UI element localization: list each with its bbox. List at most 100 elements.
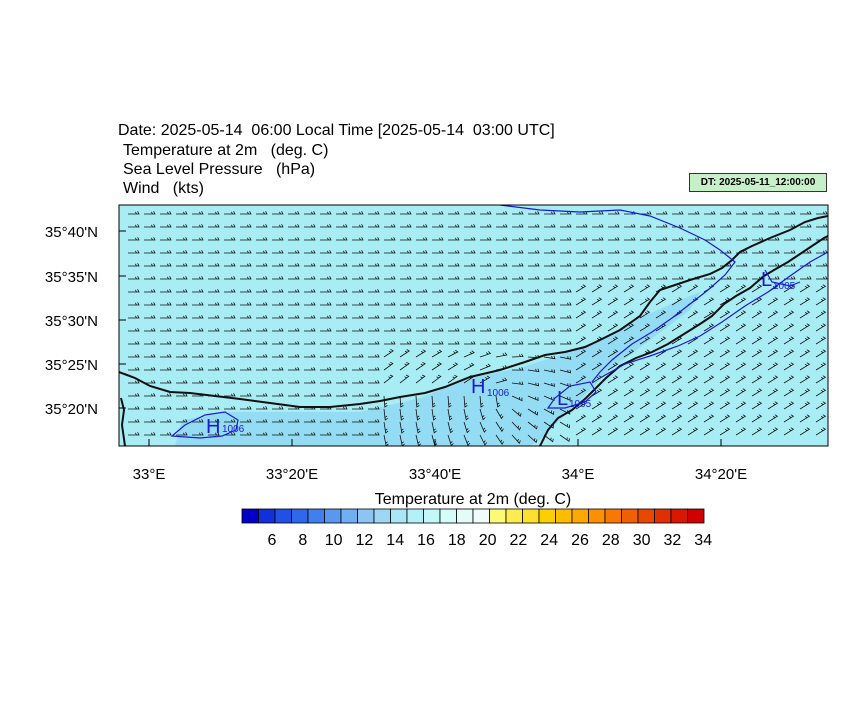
wind-barb	[719, 310, 731, 319]
wind-barb	[336, 211, 348, 215]
wind-barb	[591, 310, 603, 319]
wind-barb	[591, 414, 603, 423]
wind-barb	[687, 401, 699, 410]
wind-barb	[783, 297, 795, 306]
wind-barb	[432, 328, 444, 332]
wind-barb	[671, 349, 683, 358]
wind-barb	[671, 375, 683, 384]
wind-barb	[671, 362, 683, 371]
wind-barb	[400, 237, 412, 241]
wind-barb	[240, 315, 252, 319]
variable-wind-label: Wind (kts)	[123, 180, 204, 197]
lat-label: 35°40'N	[45, 224, 98, 241]
wind-barb	[176, 354, 188, 358]
wind-barb	[671, 427, 683, 436]
wind-barb	[591, 323, 603, 332]
wind-barb	[528, 341, 540, 345]
wind-barb	[480, 315, 492, 319]
wind-barb	[416, 341, 428, 345]
colorbar-tick-label: 24	[540, 532, 558, 549]
wind-barb	[272, 341, 284, 345]
wind-barb	[128, 432, 140, 436]
wind-barb	[272, 419, 284, 423]
colorbar-box	[604, 508, 622, 524]
wind-barb	[496, 250, 508, 254]
wind-barb	[208, 406, 220, 410]
wind-barb	[320, 237, 332, 241]
colorbar-tick-label: 20	[479, 532, 497, 549]
wind-barb	[655, 388, 667, 397]
wind-barb	[639, 297, 651, 306]
wind-barb	[224, 432, 236, 436]
wind-barb	[208, 419, 220, 423]
wind-barb	[192, 263, 204, 267]
wind-barb	[448, 250, 460, 254]
wind-barb	[656, 250, 668, 254]
wind-barb	[751, 284, 763, 293]
wind-barb	[464, 211, 476, 215]
wind-barb	[208, 315, 220, 319]
wind-barb	[176, 315, 188, 319]
wind-barb	[431, 395, 436, 408]
wind-barb	[160, 406, 172, 410]
wind-barb	[607, 349, 619, 358]
wind-barb	[608, 211, 620, 215]
wind-barb	[384, 315, 396, 319]
wind-barb	[336, 406, 348, 410]
wind-barb	[128, 419, 140, 423]
wind-barb	[144, 380, 156, 384]
wind-barb	[560, 211, 572, 215]
wind-barb	[256, 250, 268, 254]
wind-barb	[607, 388, 619, 397]
wind-barb	[352, 224, 364, 228]
wind-barb	[448, 211, 460, 215]
lat-label: 35°20'N	[45, 401, 98, 418]
wind-barb	[639, 284, 651, 293]
wind-barb	[703, 388, 715, 397]
wind-barb	[272, 250, 284, 254]
wind-barb	[607, 427, 619, 436]
wind-barb	[672, 250, 684, 254]
wind-barb	[352, 393, 364, 397]
wind-barb	[672, 211, 684, 215]
wind-barb	[671, 388, 683, 397]
wind-barb	[176, 393, 188, 397]
wind-barb	[352, 354, 364, 358]
wind-barb	[304, 419, 316, 423]
wind-barb	[528, 224, 540, 228]
wind-barb	[544, 276, 556, 280]
wind-barb	[719, 362, 731, 371]
wind-barb	[767, 401, 779, 410]
wind-barb	[240, 380, 252, 384]
wind-barb	[464, 224, 476, 228]
colorbar-box	[456, 508, 474, 524]
wind-barb	[320, 289, 332, 293]
wind-barb	[543, 369, 556, 373]
wind-barb	[640, 211, 652, 215]
wind-barb	[336, 380, 348, 384]
wind-barb	[384, 211, 396, 215]
wind-barb	[575, 284, 587, 293]
wind-barb	[528, 328, 540, 332]
wind-barb	[783, 336, 795, 345]
wind-barb	[736, 211, 748, 215]
colorbar-box	[555, 508, 573, 524]
wind-barb	[208, 432, 220, 436]
wind-barb	[144, 263, 156, 267]
wind-barb	[176, 276, 188, 280]
wind-barb	[767, 349, 779, 358]
wind-barb	[623, 427, 635, 436]
wind-barb	[272, 224, 284, 228]
wind-barb	[431, 362, 442, 371]
wind-barb	[320, 354, 332, 358]
wind-barb	[304, 341, 316, 345]
wind-barb	[288, 289, 300, 293]
wind-barb	[463, 362, 475, 371]
wind-barb	[592, 237, 604, 241]
wind-barb	[320, 276, 332, 280]
wind-barb	[240, 432, 252, 436]
wind-barb	[656, 237, 668, 241]
wind-barb	[192, 341, 204, 345]
wind-barb	[176, 406, 188, 410]
colorbar-tick-label: 16	[417, 532, 435, 549]
